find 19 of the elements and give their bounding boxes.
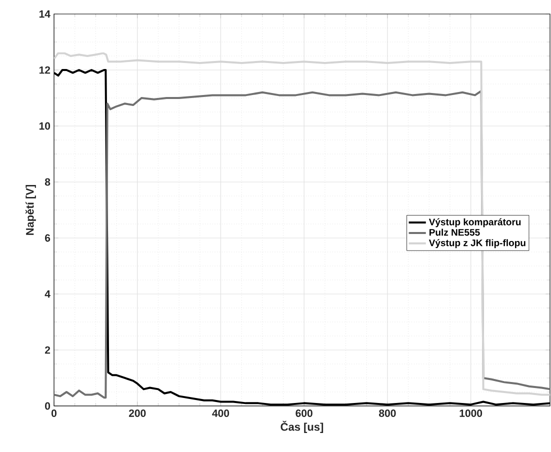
y-tick-label: 10 xyxy=(39,122,50,130)
legend-label: Pulz NE555 xyxy=(430,228,480,236)
legend-label: Výstup z JK flip-flopu xyxy=(428,239,526,248)
y-tick-label: 12 xyxy=(39,66,50,74)
y-tick-label: 0 xyxy=(45,402,50,410)
y-axis-title: Napětí [V] xyxy=(25,184,36,235)
x-tick-label: 1000 xyxy=(460,410,482,417)
y-tick-label: 14 xyxy=(39,10,50,18)
x-tick-label: 400 xyxy=(212,410,230,417)
y-tick-label: 6 xyxy=(45,234,50,242)
x-tick-label: 200 xyxy=(128,410,146,417)
y-tick-label: 4 xyxy=(44,290,50,298)
y-tick-label: 2 xyxy=(44,346,50,354)
x-axis-title: Čas [us] xyxy=(280,420,324,433)
x-tick-label: 0 xyxy=(51,410,56,417)
legend-label: Výstup komparátoru xyxy=(428,218,521,228)
x-tick-label: 600 xyxy=(296,410,312,417)
x-tick-label: 800 xyxy=(379,410,396,417)
y-tick-label: 8 xyxy=(44,178,50,186)
